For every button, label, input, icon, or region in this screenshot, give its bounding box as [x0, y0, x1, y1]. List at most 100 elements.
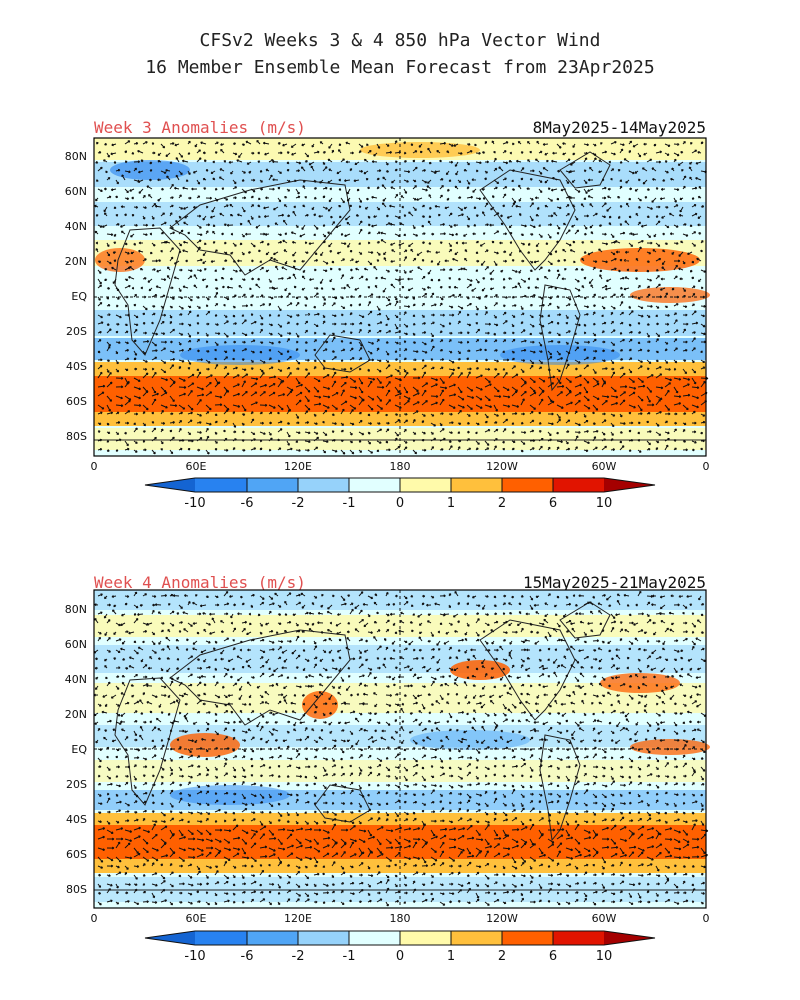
wind-vector — [565, 619, 572, 624]
wind-vector — [322, 186, 328, 190]
week4-lon-axis: 0 60E 120E 180 120W 60W 0 — [91, 912, 710, 925]
lat-label: 40N — [65, 220, 87, 233]
wind-vector — [679, 277, 684, 281]
wind-vector — [493, 323, 499, 327]
wind-vector — [457, 331, 463, 335]
wind-vector — [655, 386, 664, 390]
wind-vector — [124, 440, 129, 447]
wind-vector — [502, 367, 506, 371]
wind-vector — [473, 206, 477, 209]
wind-vector — [340, 375, 349, 379]
wind-vector — [268, 421, 273, 425]
wind-vector — [268, 323, 274, 327]
wind-vector — [295, 161, 302, 165]
wind-vector — [142, 422, 147, 427]
wind-vector — [691, 347, 696, 352]
wind-vector — [106, 603, 111, 607]
wind-vector — [655, 268, 659, 272]
wind-vector — [187, 431, 192, 436]
wind-vector — [113, 631, 117, 635]
wind-vector — [205, 359, 211, 364]
wind-vector — [169, 286, 174, 290]
wind-vector — [203, 683, 207, 687]
wind-vector — [259, 322, 264, 326]
wind-vector — [439, 339, 444, 343]
wind-vector — [277, 746, 281, 750]
wind-vector — [313, 402, 322, 406]
wind-vector — [466, 386, 474, 392]
wind-vector — [475, 386, 483, 391]
wind-vector — [340, 429, 344, 433]
wind-vector — [700, 420, 706, 424]
wind-vector — [637, 246, 642, 253]
wind-vector — [682, 368, 688, 375]
wind-vector — [673, 275, 678, 280]
wind-vector — [115, 449, 119, 452]
wind-vector — [196, 612, 202, 616]
lat-label: EQ — [71, 290, 87, 303]
wind-vector — [553, 604, 558, 608]
wind-vector — [471, 178, 477, 182]
wind-vector — [700, 757, 704, 760]
wind-vector — [241, 665, 245, 669]
wind-vector — [356, 188, 360, 192]
wind-vector — [286, 314, 293, 318]
wind-vector — [380, 239, 387, 244]
wind-vector — [120, 205, 126, 209]
wind-vector — [214, 719, 218, 723]
wind-vector — [248, 612, 252, 616]
wind-vector — [502, 404, 511, 408]
wind-vector — [327, 158, 333, 163]
wind-vector — [142, 593, 148, 597]
wind-vector — [471, 595, 477, 599]
wind-vector — [421, 188, 428, 192]
wind-vector — [268, 302, 272, 307]
wind-vector — [313, 348, 316, 352]
wind-vector — [376, 404, 383, 410]
wind-vector — [175, 157, 180, 163]
lon-label: 120E — [284, 912, 312, 925]
wind-vector — [178, 404, 186, 410]
wind-vector — [484, 305, 488, 310]
wind-vector — [345, 141, 351, 145]
wind-vector — [355, 260, 360, 264]
wind-vector — [520, 339, 527, 343]
colorbar-seg-7 — [502, 478, 553, 492]
wind-vector — [169, 610, 175, 615]
wind-vector — [534, 196, 540, 200]
wind-vector — [286, 802, 290, 805]
wind-vector — [661, 215, 666, 219]
wind-vector — [403, 170, 411, 174]
wind-vector — [673, 447, 677, 451]
wind-vector — [178, 411, 184, 415]
wind-vector — [655, 305, 660, 309]
wind-vector — [427, 179, 432, 184]
wind-vector — [619, 276, 625, 280]
wind-vector — [489, 269, 495, 275]
wind-vector — [277, 314, 281, 317]
wind-vector — [403, 368, 407, 373]
wind-vector — [565, 595, 569, 599]
wind-vector — [572, 594, 576, 598]
wind-vector — [313, 196, 317, 200]
wind-vector — [140, 286, 144, 290]
wind-vector — [628, 613, 632, 617]
wind-vector — [250, 178, 256, 182]
wind-vector — [313, 286, 319, 290]
wind-vector — [626, 703, 630, 706]
wind-vector — [178, 206, 184, 210]
wind-vector — [183, 221, 189, 226]
wind-vector — [652, 249, 657, 253]
wind-vector — [606, 595, 612, 601]
wind-vector — [241, 368, 247, 372]
wind-vector — [412, 341, 417, 344]
wind-vector — [313, 386, 320, 393]
wind-vector — [354, 287, 360, 291]
wind-vector — [232, 627, 237, 633]
wind-vector — [637, 748, 641, 751]
wind-vector — [628, 404, 636, 409]
wind-vector — [664, 160, 668, 163]
wind-vector — [426, 185, 432, 190]
wind-vector — [421, 341, 427, 346]
wind-vector — [187, 196, 192, 200]
